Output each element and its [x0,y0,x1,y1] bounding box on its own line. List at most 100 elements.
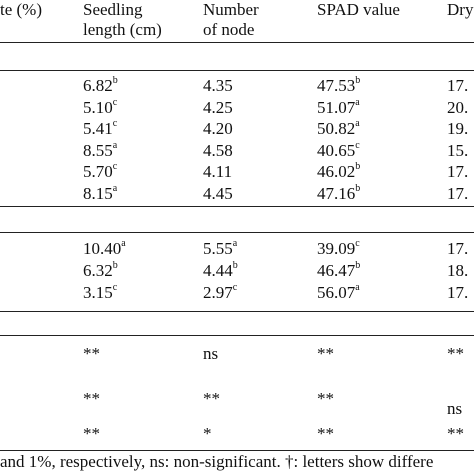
node-number-cell-value: 4.45 [203,183,233,203]
node-number-cell-value: 4.58 [203,140,233,160]
significance-dry-cell-value: ** [447,424,464,443]
significance-length-cell-value: ** [83,389,100,408]
significance-dry-cell-value: ** [447,344,464,363]
spad-cell-value: 56.07 [317,283,356,302]
dry-cell-value: 17. [447,183,469,203]
dry-cell: 17. [447,239,468,259]
seedling-length-cell: 10.40a [83,239,126,259]
spad-cell: 47.53b [317,76,360,96]
seedling-length-cell-letter: c [112,118,118,130]
node-number-cell: 4.25 [203,98,233,118]
spad-cell-letter: c [355,139,360,151]
spad-cell: 40.65c [317,139,360,161]
dry-cell-value: 17. [447,283,469,302]
node-number-cell-value: 4.35 [203,76,233,95]
significance-dry-cell: ** [447,344,464,364]
node-number-cell-value: 4.20 [203,119,233,138]
spad-cell-value: 39.09 [317,239,356,258]
spad-cell: 39.09c [317,239,360,259]
significance-spad-cell: ** [317,389,334,409]
seedling-length-cell: 5.10c [83,96,118,118]
seedling-length-cell-letter: a [112,182,118,194]
significance-spad-cell-value: ** [317,389,334,408]
seedling-length-cell-value: 8.55 [83,140,113,160]
seedling-length-cell-letter: c [112,96,118,108]
dry-cell: 19. [447,119,468,139]
spad-cell-value: 46.47 [317,261,356,280]
significance-spad-cell-value: ** [317,424,334,443]
dry-cell-value: 17. [447,76,469,95]
spad-cell-letter: c [355,238,360,250]
node-number-cell-value: 4.11 [203,162,233,181]
significance-length-cell: ** [83,344,100,364]
dry-cell: 17. [447,184,468,204]
spad-cell: 46.02b [317,162,360,182]
dry-cell-value: 20. [447,97,469,117]
seedling-length-cell: 5.41c [83,119,117,139]
node-number-cell-value: 4.44 [203,261,233,280]
significance-node-cell-value: ns [203,344,219,363]
seedling-length-cell: 8.15a [83,182,118,204]
seedling-length-cell-letter: c [112,161,118,173]
spad-cell: 56.07a [317,283,360,303]
seedling-length-cell-value: 5.41 [83,119,113,138]
seedling-length-cell-value: 8.15 [83,183,113,203]
rule-under-header [0,42,474,43]
node-number-cell-value: 5.55 [203,239,233,258]
spad-cell-letter: b [355,260,361,272]
spad-cell-letter: b [355,161,361,173]
significance-node-cell-value: ** [203,389,220,408]
significance-dry-cell-value: ns [447,399,463,418]
dry-cell-value: 17. [447,162,469,181]
node-number-cell: 2.97c [203,283,237,303]
spad-cell-value: 40.65 [317,140,356,160]
spad-cell: 51.07a [317,96,360,118]
seedling-length-cell: 3.15c [83,283,117,303]
significance-length-cell: ** [83,424,100,444]
spad-cell-value: 47.53 [317,76,356,95]
node-number-cell: 4.45 [203,184,233,204]
spad-cell-letter: b [355,75,361,87]
dry-cell: 17. [447,76,468,96]
significance-node-cell: ns [203,344,218,364]
significance-spad-cell: ** [317,424,334,444]
node-number-cell-value: 4.25 [203,97,233,117]
seedling-length-cell-value: 3.15 [83,283,113,302]
node-number-cell-value: 2.97 [203,283,233,302]
seedling-length-cell-value: 6.32 [83,261,113,280]
rule-below-group2 [0,311,474,312]
spad-cell-value: 46.02 [317,162,356,181]
header-node-line1: Number [203,0,259,19]
rule-below-group1 [0,206,474,207]
seedling-length-cell: 6.82b [83,76,118,96]
node-number-cell: 4.20 [203,119,233,139]
seedling-length-cell-value: 10.40 [83,239,122,258]
spad-cell: 47.16b [317,183,360,204]
dry-cell: 17. [447,162,468,182]
rule-above-group1 [0,70,474,71]
rule-above-significance [0,335,474,336]
spad-cell-letter: a [355,282,360,294]
significance-node-cell: ** [203,389,220,409]
significance-dry-cell: ns [447,399,462,419]
spad-cell-value: 50.82 [317,119,356,138]
header-node-line2: of node [203,20,255,39]
dry-cell: 17. [447,283,468,303]
spad-cell-letter: a [355,96,360,108]
seedling-length-cell: 6.32b [83,261,118,281]
dry-cell: 20. [447,98,468,118]
seedling-length-cell-letter: b [112,75,118,87]
dry-cell: 15. [447,141,468,161]
spad-cell: 50.82a [317,119,360,139]
seedling-length-cell-letter: b [112,260,118,272]
node-number-cell: 4.35 [203,76,233,96]
significance-length-cell-value: ** [83,344,100,363]
seedling-length-cell-value: 6.82 [83,76,113,95]
significance-spad-cell-value: ** [317,344,334,363]
table-footnote: and 1%, respectively, ns: non-significan… [0,452,434,471]
spad-cell-letter: a [355,118,360,130]
seedling-length-cell: 5.70c [83,162,117,182]
seedling-length-cell-letter: a [112,139,118,151]
dry-cell-value: 19. [447,119,469,138]
